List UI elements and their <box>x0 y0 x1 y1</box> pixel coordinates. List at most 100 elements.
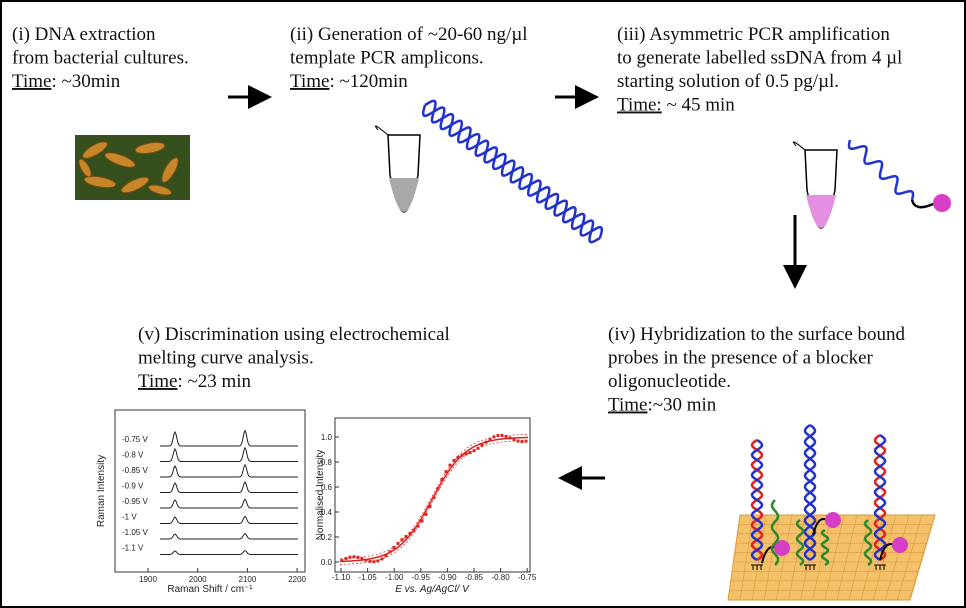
point <box>472 449 476 453</box>
spectrum <box>160 550 298 555</box>
point <box>372 560 376 564</box>
point <box>408 531 412 535</box>
point <box>344 557 348 561</box>
x-tick-label: -0.90 <box>438 573 457 582</box>
point <box>392 546 396 550</box>
point <box>480 443 484 447</box>
y-axis-label: Normalised Intensity <box>315 450 326 541</box>
step-text: from bacterial cultures. <box>12 48 189 69</box>
trace-label: -1.1 V <box>122 544 144 553</box>
point <box>352 555 356 559</box>
point <box>492 435 496 439</box>
trace-label: -0.95 V <box>122 497 148 506</box>
point <box>400 538 404 542</box>
step-text: template PCR amplicons. <box>290 48 484 69</box>
point <box>416 524 420 528</box>
x-tick-label: -0.75 <box>518 573 537 582</box>
surface-grid <box>764 514 780 601</box>
time-label: Time <box>12 71 51 92</box>
anchor <box>751 564 763 570</box>
tube <box>375 125 421 213</box>
point <box>404 534 408 538</box>
label-dot <box>892 537 908 553</box>
step-text: melting curve analysis. <box>138 348 314 369</box>
y-tick-label: 0.2 <box>321 533 333 542</box>
step-text: probes in the presence of a blocker <box>608 348 874 369</box>
x-tick-label: -1.05 <box>358 573 377 582</box>
point <box>340 559 344 563</box>
green-strand <box>770 499 780 566</box>
point <box>388 550 392 554</box>
point <box>500 433 504 437</box>
time-line: Time: ~ 45 min <box>617 95 735 116</box>
x-tick-label: 2000 <box>189 575 207 584</box>
time-line: Time: ~30min <box>12 71 121 92</box>
x-tick-label: -0.95 <box>412 573 431 582</box>
trace-label: -0.8 V <box>122 451 144 460</box>
point <box>396 541 400 545</box>
step-text: (i) DNA extraction <box>12 24 156 45</box>
step-text: starting solution of 0.5 pg/µl. <box>617 71 839 92</box>
fit-curve <box>340 436 529 563</box>
ssdna <box>847 139 915 201</box>
point <box>384 554 388 558</box>
probe <box>803 424 817 561</box>
point <box>488 437 492 441</box>
green-strand <box>820 528 830 567</box>
time-line: Time: ~120min <box>290 71 408 92</box>
time-label: Time: <box>617 95 662 116</box>
point <box>456 455 460 459</box>
y-tick-label: 0.6 <box>321 483 333 492</box>
point <box>504 434 508 438</box>
x-tick-label: 2100 <box>239 575 257 584</box>
point <box>364 558 368 562</box>
time-value: ~ 45 min <box>662 95 736 116</box>
point <box>368 559 372 563</box>
dsdna <box>424 99 601 244</box>
point <box>496 434 500 438</box>
point <box>452 458 456 462</box>
point <box>356 555 360 559</box>
point <box>432 496 436 500</box>
surface-grid <box>776 514 793 601</box>
surface-grid <box>739 514 754 601</box>
anchor <box>804 564 816 570</box>
x-tick-label: -1.10 <box>332 573 351 582</box>
x-tick-label: 2200 <box>288 575 306 584</box>
time-value: : ~23 min <box>177 371 251 392</box>
spectrum <box>160 498 298 509</box>
fit-curve <box>340 440 529 565</box>
time-value: : ~30min <box>51 71 120 92</box>
point <box>476 446 480 450</box>
spectrum <box>160 515 298 524</box>
point <box>348 555 352 559</box>
point <box>448 463 452 467</box>
y-axis-label: Raman Intensity <box>96 455 107 527</box>
x-axis-label: E vs. Ag/AgCl/ V <box>395 584 470 595</box>
bacteria-image <box>75 135 190 200</box>
time-value: : ~120min <box>329 71 408 92</box>
step-text: oligonucleotide. <box>608 371 731 392</box>
point <box>424 512 428 516</box>
x-tick-label: -0.85 <box>465 573 484 582</box>
point <box>376 559 380 563</box>
point <box>360 557 364 561</box>
surface-grid <box>909 514 936 601</box>
x-tick-label: -0.80 <box>491 573 510 582</box>
spectrum <box>160 532 298 540</box>
time-label: Time <box>290 71 329 92</box>
time-value: :~30 min <box>647 395 716 416</box>
trace-label: -0.9 V <box>122 482 144 491</box>
spectrum <box>160 481 298 493</box>
point <box>412 528 416 532</box>
time-line: Time: ~23 min <box>138 371 252 392</box>
spectrum <box>160 463 298 478</box>
probe <box>750 438 764 562</box>
point <box>484 440 488 444</box>
point <box>380 557 384 561</box>
spectrum <box>160 446 298 462</box>
step-text: to generate labelled ssDNA from 4 µl <box>617 48 902 69</box>
label-dot <box>774 540 790 556</box>
raman-frame <box>114 409 306 573</box>
